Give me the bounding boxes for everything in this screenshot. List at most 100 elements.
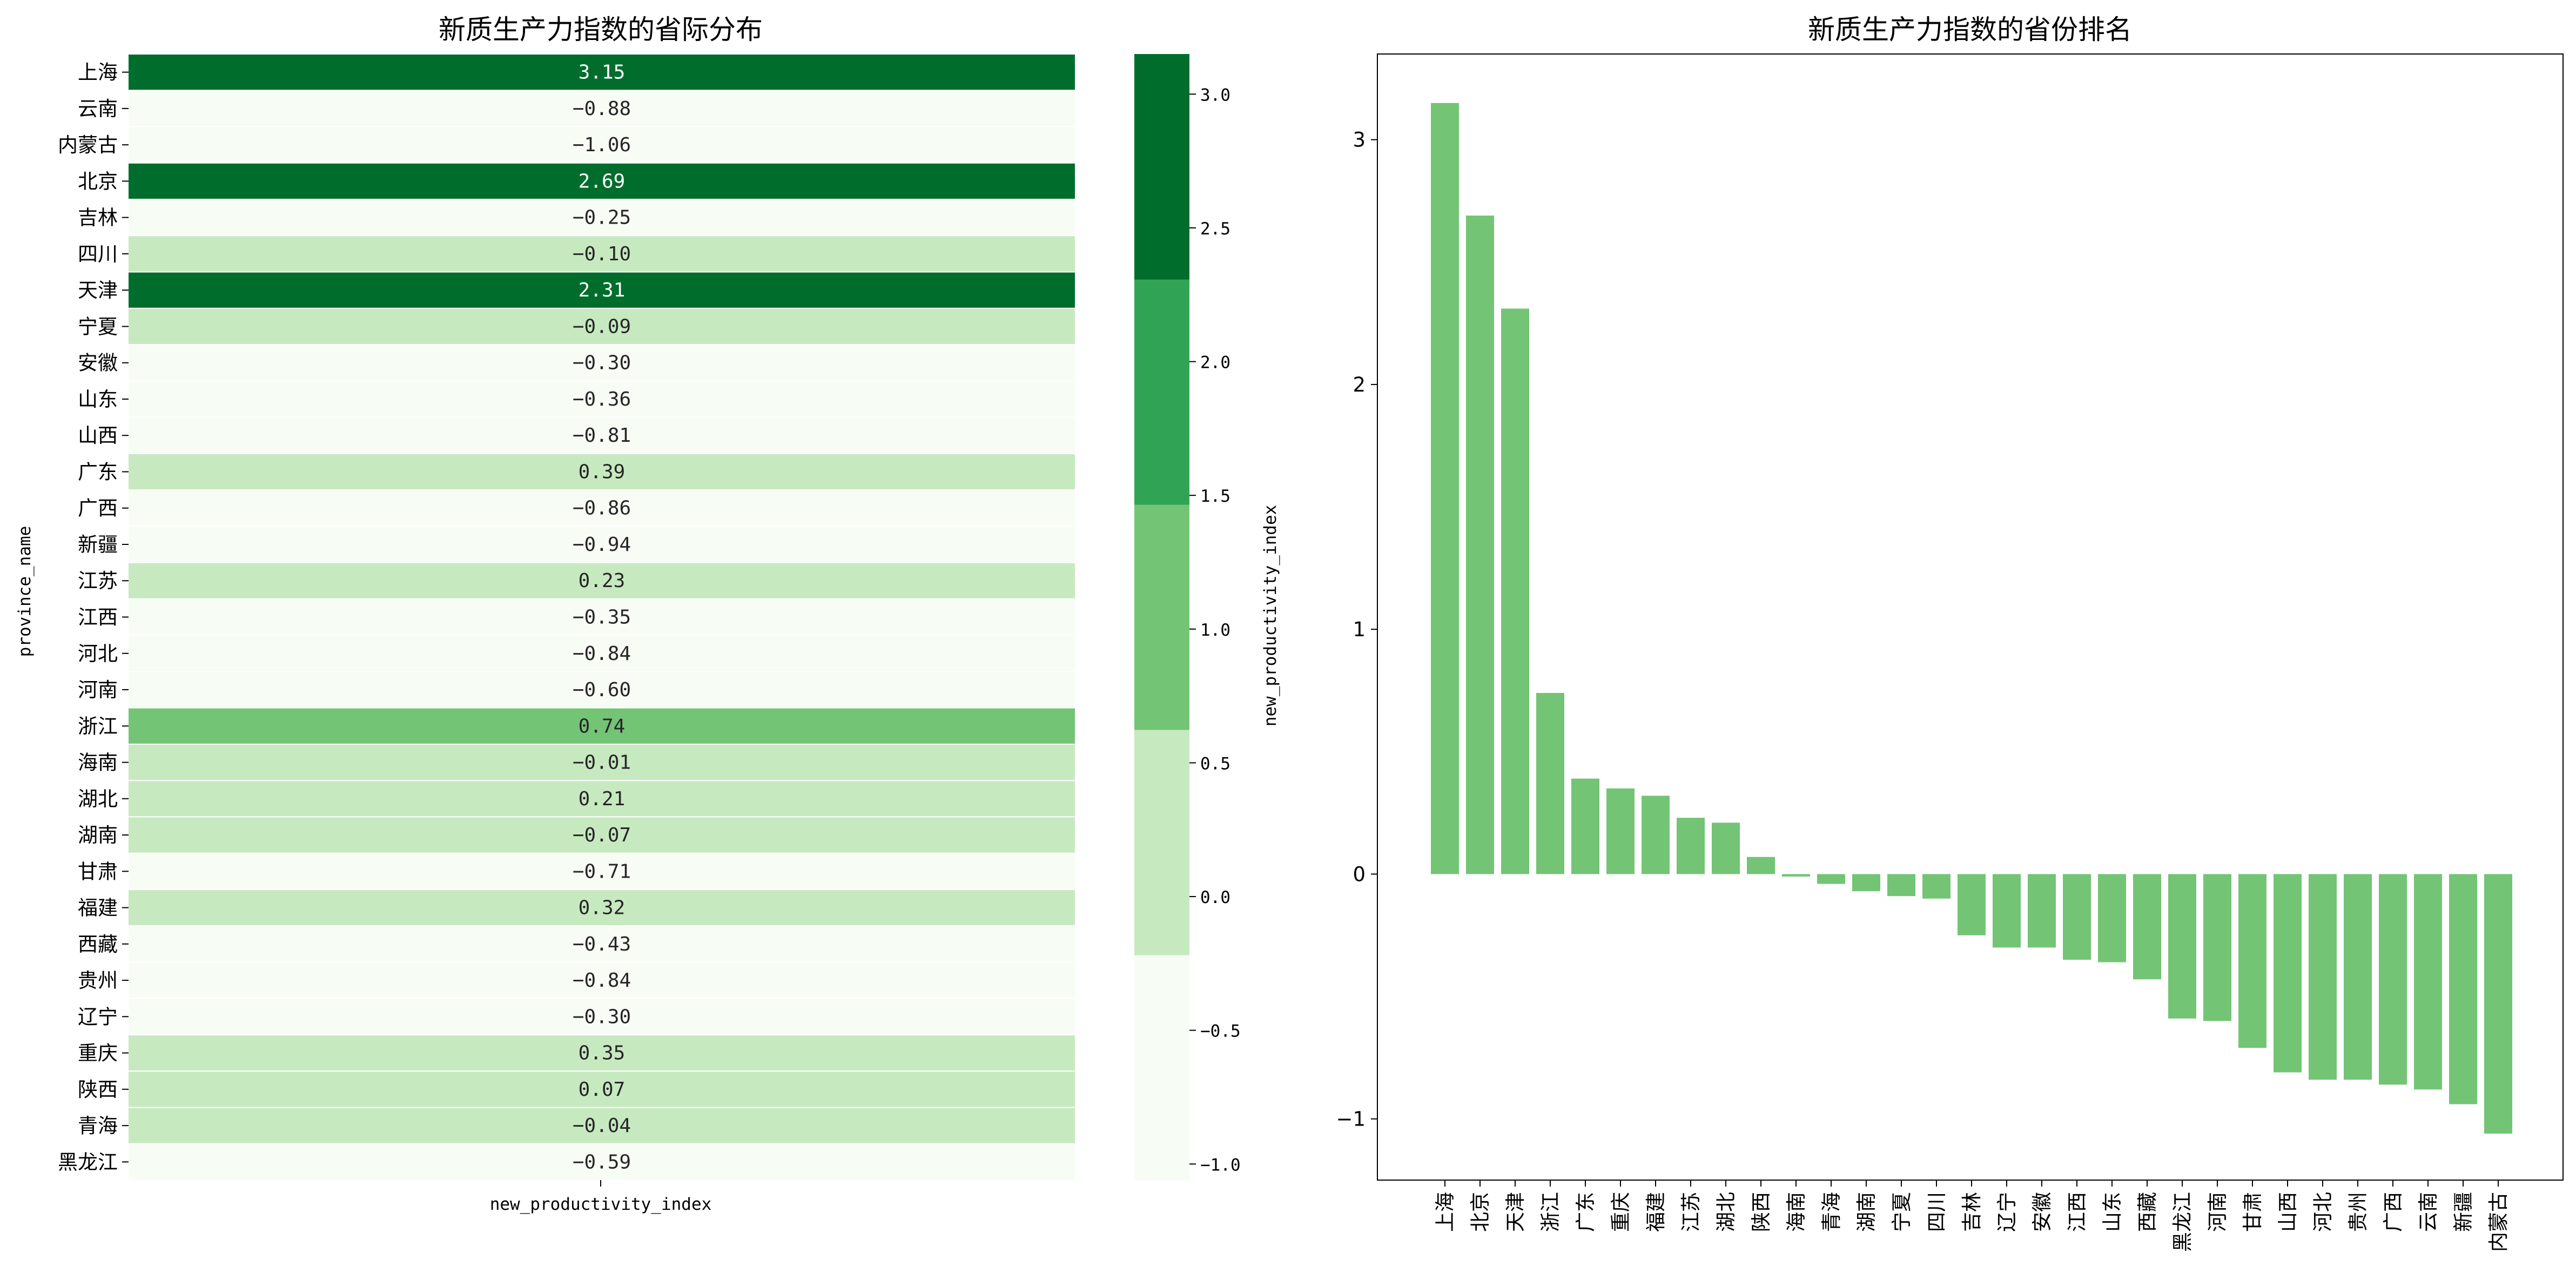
colorbar-tick-label: 2.0 [1200, 353, 1230, 373]
bar-xtick-label: 湖北 [1714, 1192, 1738, 1232]
heatmap-cell [129, 1144, 1075, 1180]
bar-bars [1431, 103, 2512, 1134]
bar-plot-frame [1377, 53, 2564, 1181]
bar-xtick-label: 新疆 [2452, 1192, 2475, 1232]
bar [1571, 778, 1599, 874]
bar-xtick-label: 辽宁 [1995, 1192, 2019, 1232]
heatmap-cell-label: −0.04 [573, 1115, 631, 1137]
bar-ytick-label: 1 [1353, 618, 1366, 641]
heatmap-cell-label: 0.23 [579, 570, 625, 592]
heatmap-row-label: 青海 [78, 1114, 118, 1137]
heatmap-cell [129, 1035, 1075, 1071]
heatmap-cell [129, 272, 1075, 308]
heatmap-cell-label: −0.81 [573, 425, 631, 447]
bar-y-axis: −1 0 1 2 3 [1336, 129, 1377, 1131]
bar [2309, 874, 2337, 1080]
heatmap-row-label: 黑龙江 [58, 1150, 118, 1174]
heatmap-cell [129, 55, 1075, 90]
heatmap-cell [129, 127, 1075, 163]
bar [2274, 874, 2302, 1073]
heatmap-row-label: 重庆 [78, 1042, 118, 1065]
bar [1606, 788, 1635, 874]
bar-xtick-label: 吉林 [1960, 1192, 1983, 1232]
colorbar-tick-label: −0.5 [1200, 1022, 1241, 1041]
heatmap-row-labels: 上海云南内蒙古北京吉林四川天津宁夏安徽山东山西广东广西新疆江苏江西河北河南浙江海… [58, 61, 129, 1174]
heatmap-cell-label: −0.84 [573, 969, 631, 992]
bar-xtick-label: 山西 [2276, 1192, 2299, 1232]
bar-xtick-label: 西藏 [2136, 1192, 2159, 1232]
colorbar-band [1134, 279, 1189, 505]
bar-xtick-label: 黑龙江 [2171, 1192, 2194, 1252]
bar-xtick-label: 河南 [2206, 1192, 2229, 1232]
colorbar-tick-label: 2.5 [1200, 219, 1230, 239]
bar-xtick-label: 广东 [1574, 1192, 1597, 1232]
bar-xtick-label: 江西 [2066, 1192, 2089, 1232]
heatmap-cell [129, 1072, 1075, 1107]
heatmap-row-label: 山东 [78, 388, 118, 411]
bar [1817, 874, 1845, 884]
colorbar-label: new_productivity_index [1261, 505, 1280, 727]
heatmap-cell [129, 454, 1075, 490]
heatmap-cell-label: −0.36 [573, 388, 631, 410]
bar-xtick-label: 甘肃 [2241, 1192, 2264, 1232]
heatmap-cell-label: −0.59 [573, 1151, 631, 1173]
heatmap-row-label: 辽宁 [78, 1005, 118, 1028]
heatmap-row-label: 河北 [78, 642, 118, 665]
colorbar-band [1134, 955, 1189, 1181]
heatmap-row-label: 江苏 [78, 569, 118, 592]
heatmap-cell-label: −0.94 [573, 534, 631, 556]
bar-xtick-label: 福建 [1644, 1192, 1667, 1232]
heatmap-cell-label: 0.39 [579, 461, 625, 483]
heatmap-cell-label: −0.07 [573, 824, 631, 846]
bar [2238, 874, 2266, 1048]
bar-xtick-label: 内蒙古 [2487, 1192, 2510, 1252]
bar [2414, 874, 2442, 1090]
bar-panel: 新质生产力指数的省份排名 −1 0 1 2 3 上海 北京 天津 浙江 广东 重庆 福建 江苏 湖北 陕西… [1336, 14, 2564, 1252]
heatmap-cell [129, 381, 1075, 417]
bar-xtick-label: 北京 [1469, 1192, 1492, 1232]
heatmap-cell-label: −0.09 [573, 315, 631, 338]
colorbar: −1.0 −0.5 0.0 0.5 1.0 1.5 2.0 2.5 3.0 new_produc… [1134, 54, 1280, 1181]
bar-xtick-label: 青海 [1820, 1192, 1843, 1232]
bar [2098, 874, 2126, 962]
heatmap-cell-label: −0.43 [573, 933, 631, 955]
heatmap-row-label: 广东 [78, 460, 118, 483]
heatmap-cell-label: −0.71 [573, 860, 631, 882]
heatmap-cell-label: −0.01 [573, 752, 631, 774]
heatmap-row-label: 新疆 [78, 533, 118, 556]
bar-xtick-label: 海南 [1785, 1192, 1808, 1232]
bar-xtick-label: 广西 [2382, 1192, 2405, 1232]
heatmap-panel: 新质生产力指数的省际分布 province_name new_productiv… [15, 14, 1075, 1214]
heatmap-cell [129, 999, 1075, 1034]
bar-title: 新质生产力指数的省份排名 [1808, 14, 2132, 45]
colorbar-tick-label: 0.5 [1200, 754, 1230, 773]
heatmap-cell-label: 3.15 [579, 62, 625, 84]
bar-xtick-label: 山东 [2101, 1192, 2124, 1232]
heatmap-row-label: 吉林 [78, 206, 118, 230]
bar-xtick-label: 陕西 [1750, 1192, 1773, 1232]
heatmap-cell-label: −0.25 [573, 207, 631, 229]
bar-xtick-label: 天津 [1504, 1192, 1527, 1232]
heatmap-cell [129, 781, 1075, 817]
bar [2484, 874, 2512, 1134]
heatmap-cells: 3.15 −0.88 −1.06 2.69 −0.25 −0.10 2.31 −0.09 −0.… [129, 55, 1075, 1180]
heatmap-cell-label: −0.86 [573, 497, 631, 520]
bar [1536, 693, 1564, 874]
heatmap-cell-label: −0.10 [573, 243, 631, 265]
heatmap-xlabel: new_productivity_index [490, 1195, 712, 1214]
bar-xtick-label: 宁夏 [1890, 1192, 1913, 1232]
bar [1642, 796, 1670, 874]
heatmap-row-label: 宁夏 [78, 315, 118, 338]
bar-xtick-label: 湖南 [1855, 1192, 1878, 1232]
heatmap-row-label: 西藏 [78, 933, 118, 956]
bar [1501, 308, 1529, 874]
colorbar-tick-label: 3.0 [1200, 85, 1230, 105]
heatmap-row-label: 安徽 [78, 352, 118, 375]
heatmap-cell [129, 345, 1075, 381]
bar [2133, 874, 2161, 980]
heatmap-row-label: 海南 [78, 751, 118, 774]
bar [1887, 874, 1915, 897]
bar-xtick-label: 浙江 [1539, 1192, 1562, 1232]
heatmap-cell-label: 2.31 [579, 279, 625, 301]
colorbar-tick-label: 1.0 [1200, 621, 1230, 640]
